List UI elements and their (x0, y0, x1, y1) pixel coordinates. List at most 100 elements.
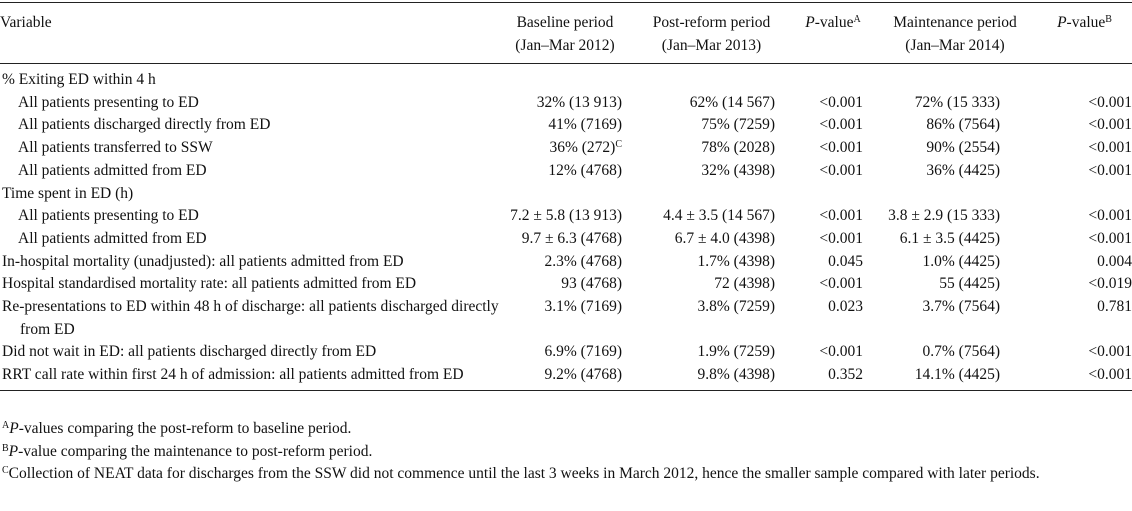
row-label: All patients admitted from ED (18, 161, 207, 179)
row-label: Re-presentations to ED within 48 h of di… (2, 298, 499, 338)
cell-pvalue-b: 0.004 (1097, 252, 1132, 270)
table-row: Did not wait in ED: all patients dischar… (0, 341, 1132, 364)
cell-maintenance: 14.1% (4425) (873, 364, 1037, 391)
cell-pvalue-b: <0.001 (1088, 229, 1132, 247)
table-row: RRT call rate within first 24 h of admis… (0, 364, 1132, 391)
cell-pvalue-a: <0.001 (819, 229, 863, 247)
cell-postreform: 9.8% (4398) (630, 364, 793, 391)
cell-maintenance: 3.8 ± 2.9 (15 333) (888, 207, 1000, 225)
cell-pvalue-a: <0.001 (819, 161, 863, 179)
header-pvalue-a-text: -value (814, 14, 854, 31)
cell-baseline: 6.9% (7169) (544, 343, 623, 361)
cell-baseline-value: 36% (272) (549, 139, 616, 157)
cell-postreform: 3.8% (7259) (697, 298, 776, 316)
cell-maintenance: 36% (4425) (926, 161, 1000, 179)
footnote-c-mark: C (2, 465, 9, 476)
header-baseline-line1: Baseline period (516, 14, 614, 31)
header-maintenance-line1: Maintenance period (893, 14, 1017, 31)
cell-pvalue-b: <0.001 (1088, 139, 1132, 157)
cell-pvalue-b: <0.001 (1088, 161, 1132, 179)
cell-maintenance: 55 (4425) (939, 275, 1000, 293)
cell-postreform: 32% (4398) (701, 161, 775, 179)
cell-baseline: 9.2% (4768) (500, 364, 630, 391)
footnote-b: BP-value comparing the maintenance to po… (0, 441, 1130, 464)
footnote-c-text: Collection of NEAT data for discharges f… (8, 465, 1040, 482)
footnote-b-mark: B (2, 442, 9, 454)
header-pvalue-a-sup: A (853, 14, 861, 25)
footnotes: AP-values comparing the post-reform to b… (0, 418, 1130, 486)
cell-maintenance: 0.7% (7564) (922, 343, 1001, 361)
cell-pvalue-b: <0.001 (1088, 93, 1132, 111)
footnote-a: AP-values comparing the post-reform to b… (0, 418, 1130, 441)
cell-postreform: 1.7% (4398) (697, 252, 776, 270)
cell-maintenance: 90% (2554) (926, 139, 1000, 157)
row-label: All patients transferred to SSW (18, 139, 213, 157)
table-row: All patients admitted from ED 12% (4768)… (0, 160, 1132, 183)
table-row: Hospital standardised mortality rate: al… (0, 273, 1132, 296)
cell-maintenance: 3.7% (7564) (922, 298, 1001, 316)
cell-baseline: 9.7 ± 6.3 (4768) (521, 229, 622, 247)
cell-pvalue-a: <0.001 (819, 207, 863, 225)
cell-postreform: 62% (14 567) (689, 93, 775, 111)
cell-pvalue-a: 0.023 (828, 298, 863, 316)
cell-baseline: 32% (13 913) (536, 93, 622, 111)
row-label: All patients discharged directly from ED (18, 116, 271, 134)
cell-pvalue-b: <0.001 (1088, 343, 1132, 361)
cell-postreform: 78% (2028) (701, 139, 775, 157)
cell-baseline: 12% (4768) (548, 161, 622, 179)
table-row: All patients transferred to SSW 36% (272… (0, 137, 1132, 160)
table-row: All patients admitted from ED 9.7 ± 6.3 … (0, 228, 1132, 251)
cell-baseline: 41% (7169) (548, 116, 622, 134)
cell-pvalue-a: 0.045 (828, 252, 863, 270)
footnote-a-text: -values comparing the post-reform to bas… (18, 420, 352, 437)
footnote-b-p: P (8, 442, 19, 460)
cell-maintenance: 1.0% (4425) (922, 252, 1001, 270)
cell-pvalue-a: <0.001 (819, 116, 863, 134)
table-row: In-hospital mortality (unadjusted): all … (0, 251, 1132, 274)
header-pvalue-b-sup: B (1105, 14, 1112, 25)
section-label: % Exiting ED within 4 h (2, 71, 156, 88)
cell-postreform: 72 (4398) (714, 275, 775, 293)
footnote-c: CCollection of NEAT data for discharges … (0, 463, 1130, 486)
cell-pvalue-b: <0.001 (1088, 207, 1132, 225)
footnote-c-marker: C (615, 139, 622, 151)
table-row: Re-presentations to ED within 48 h of di… (0, 296, 1132, 341)
table-row: Time spent in ED (h) (0, 183, 1132, 206)
header-pvalue-a-p: P (805, 14, 815, 31)
cell-postreform: 4.4 ± 3.5 (14 567) (663, 207, 775, 225)
table-row: All patients discharged directly from ED… (0, 114, 1132, 137)
header-postreform: Post-reform period (Jan–Mar 2013) (630, 2, 793, 64)
cell-pvalue-a: 0.352 (793, 364, 873, 391)
table-header-row: Variable Baseline period (Jan–Mar 2012) … (0, 2, 1132, 64)
cell-baseline: 3.1% (7169) (544, 298, 623, 316)
header-maintenance: Maintenance period (Jan–Mar 2014) (873, 2, 1037, 64)
footnote-a-p: P (9, 420, 19, 437)
table-row: All patients presenting to ED 32% (13 91… (0, 92, 1132, 115)
footnote-b-text: -value comparing the maintenance to post… (18, 442, 373, 460)
table-row: All patients presenting to ED 7.2 ± 5.8 … (0, 205, 1132, 228)
header-pvalue-a: P-valueA (793, 2, 873, 64)
cell-pvalue-a: <0.001 (819, 93, 863, 111)
cell-pvalue-a: <0.001 (819, 275, 863, 293)
header-pvalue-b-p: P (1057, 14, 1067, 31)
cell-baseline: 7.2 ± 5.8 (13 913) (510, 207, 622, 225)
cell-maintenance: 86% (7564) (926, 116, 1000, 134)
header-maintenance-line2: (Jan–Mar 2014) (905, 37, 1005, 54)
footnote-a-mark: A (2, 420, 10, 431)
cell-postreform: 1.9% (7259) (697, 343, 776, 361)
cell-pvalue-b: <0.001 (1037, 364, 1132, 391)
section-label: Time spent in ED (h) (2, 184, 134, 202)
header-variable: Variable (0, 2, 500, 64)
row-label: All patients admitted from ED (18, 229, 207, 247)
row-label: All patients presenting to ED (18, 207, 199, 225)
cell-baseline: 2.3% (4768) (544, 252, 623, 270)
row-label: In-hospital mortality (unadjusted): all … (2, 252, 404, 270)
row-label: All patients presenting to ED (18, 93, 199, 111)
cell-pvalue-a: <0.001 (819, 139, 863, 157)
cell-pvalue-b: <0.001 (1088, 116, 1132, 134)
cell-maintenance: 72% (15 333) (914, 93, 1000, 111)
header-postreform-line1: Post-reform period (652, 14, 771, 31)
header-pvalue-b: P-valueB (1037, 2, 1132, 64)
cell-pvalue-b: 0.781 (1097, 298, 1132, 316)
